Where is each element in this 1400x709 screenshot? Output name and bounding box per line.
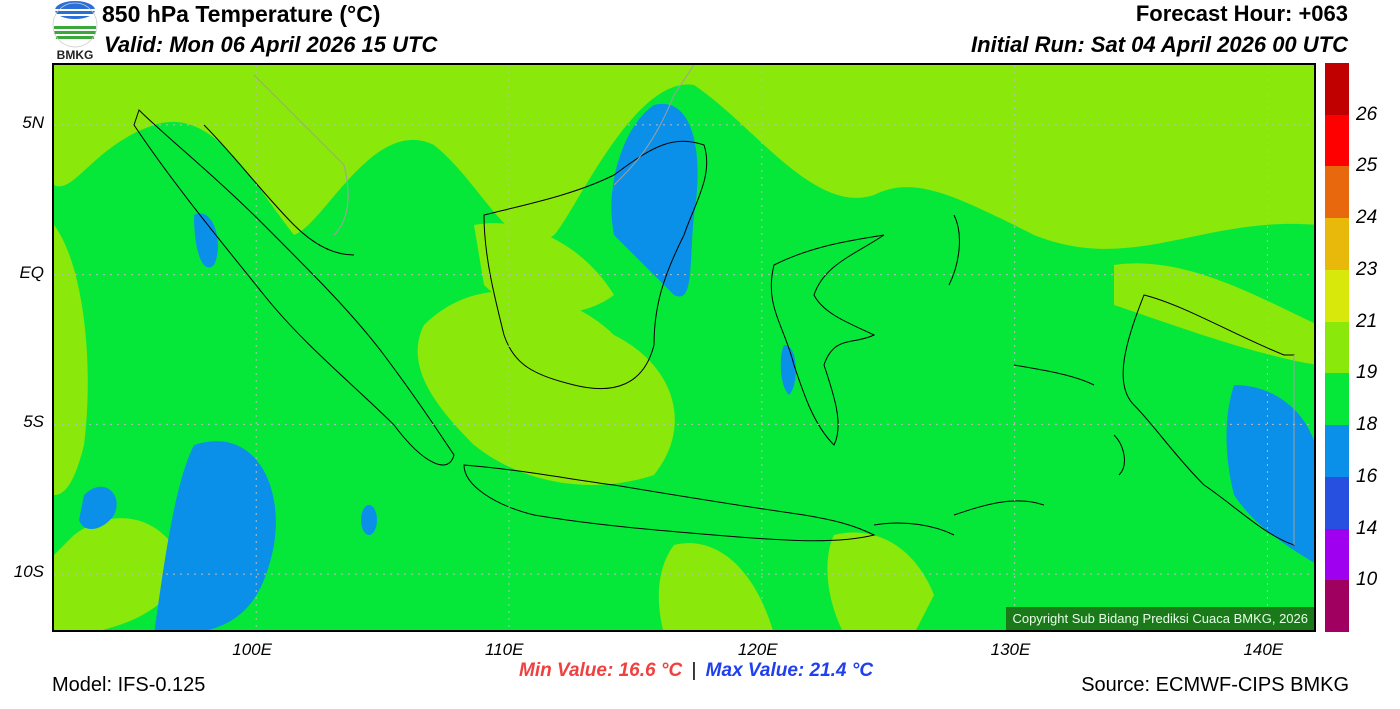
colorbar-swatch — [1325, 476, 1349, 529]
lon-tick-label: 120E — [737, 640, 778, 659]
copyright-notice: Copyright Sub Bidang Prediksi Cuaca BMKG… — [1006, 607, 1314, 630]
colorbar-label: 25 — [1356, 155, 1378, 177]
colorbar-swatch — [1325, 580, 1349, 633]
colorbar-label: 10 — [1356, 569, 1378, 591]
svg-text:BMKG: BMKG — [57, 48, 94, 62]
lon-tick-label: 110E — [485, 640, 524, 659]
sulawesi-coast — [770, 234, 885, 446]
model-label: Model: IFS-0.125 — [52, 674, 206, 696]
bmkg-logo: BMKG — [50, 0, 100, 62]
source-label: Source: ECMWF-CIPS BMKG — [1081, 674, 1349, 696]
colorbar — [1325, 63, 1349, 633]
lat-tick-label: 5N — [22, 112, 44, 132]
initial-run: Initial Run: Sat 04 April 2026 00 UTC — [971, 32, 1348, 57]
borders — [253, 65, 1295, 545]
separator: | — [691, 660, 697, 681]
colorbar-label: 23 — [1356, 258, 1378, 280]
colorbar-swatch — [1325, 373, 1349, 426]
colorbar-label: 21 — [1356, 310, 1378, 332]
malay-peninsula-coast — [203, 124, 355, 256]
lon-tick-label: 130E — [990, 640, 1031, 659]
min-max-values: Min Value: 16.6 °C | Max Value: 21.4 °C — [519, 660, 873, 682]
colorbar-swatch — [1325, 218, 1349, 270]
colorbar-swatch — [1325, 425, 1349, 477]
max-value: Max Value: 21.4 °C — [705, 660, 874, 681]
colorbar-label: 26 — [1356, 103, 1378, 125]
min-value: Min Value: 16.6 °C — [519, 660, 683, 681]
colorbar-label: 24 — [1356, 207, 1378, 229]
valid-time: Valid: Mon 06 April 2026 15 UTC — [104, 32, 438, 57]
colorbar-swatch — [1325, 63, 1349, 115]
new-guinea-coast — [1122, 294, 1295, 546]
nusa-tenggara-coast — [873, 500, 1045, 536]
colorbar-swatch — [1325, 166, 1349, 219]
maluku-coast — [948, 214, 1125, 476]
java-coast — [463, 464, 876, 542]
borneo-coast — [483, 140, 708, 390]
lon-tick-label: 140E — [1243, 640, 1284, 659]
colorbar-label: 14 — [1356, 517, 1378, 539]
forecast-hour: Forecast Hour: +063 — [1135, 1, 1348, 26]
sumatra-coast — [133, 109, 455, 466]
lat-tick-label: EQ — [19, 262, 44, 282]
lat-tick-label: 5S — [23, 412, 44, 432]
graticule — [54, 65, 1314, 630]
temperature-map: Copyright Sub Bidang Prediksi Cuaca BMKG… — [52, 63, 1316, 632]
colorbar-swatch — [1325, 321, 1349, 374]
chart-title: 850 hPa Temperature (°C) — [102, 1, 381, 27]
coastlines — [133, 109, 1295, 546]
warm-areas — [54, 65, 1314, 630]
lon-tick-label: 100E — [232, 640, 272, 659]
lat-tick-label: 10S — [13, 562, 44, 582]
colorbar-swatch — [1325, 114, 1349, 167]
colorbar-label: 19 — [1356, 362, 1378, 384]
colorbar-label: 16 — [1356, 465, 1378, 487]
colorbar-swatch — [1325, 269, 1349, 322]
cool-areas — [79, 103, 1314, 630]
colorbar-label: 18 — [1356, 414, 1378, 436]
colorbar-swatch — [1325, 528, 1349, 581]
